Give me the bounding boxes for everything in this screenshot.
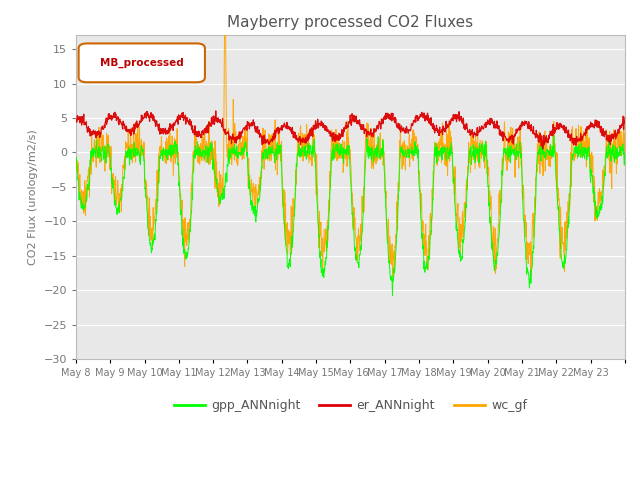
Legend: gpp_ANNnight, er_ANNnight, wc_gf: gpp_ANNnight, er_ANNnight, wc_gf (168, 395, 532, 418)
Title: Mayberry processed CO2 Fluxes: Mayberry processed CO2 Fluxes (227, 15, 474, 30)
Text: MB_processed: MB_processed (100, 58, 184, 68)
FancyBboxPatch shape (79, 43, 205, 82)
Y-axis label: CO2 Flux (urology/m2/s): CO2 Flux (urology/m2/s) (28, 129, 38, 265)
